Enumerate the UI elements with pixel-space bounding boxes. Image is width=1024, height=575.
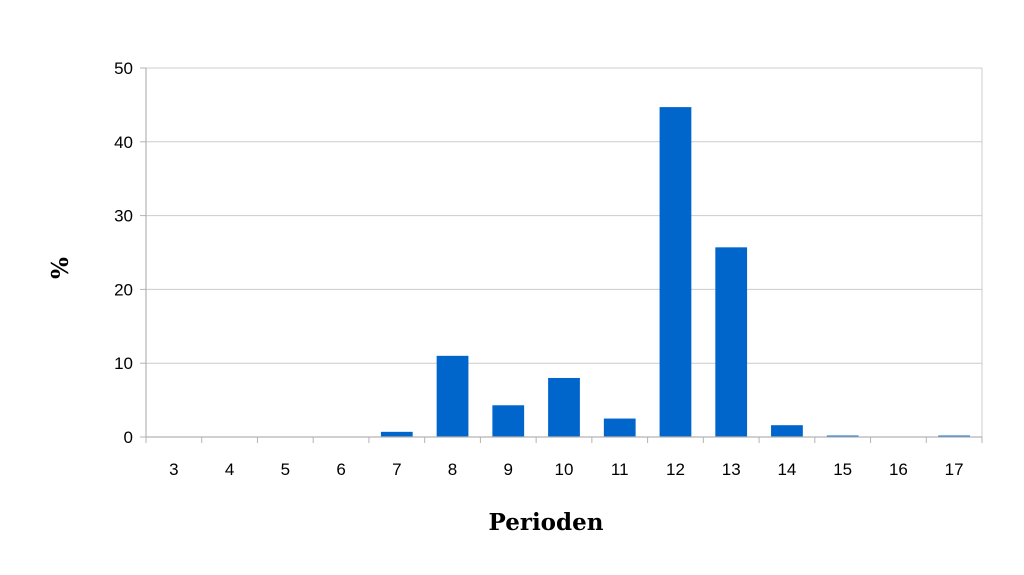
bar-13 <box>715 247 748 437</box>
bar-17 <box>938 435 971 437</box>
grid-lines <box>146 67 983 437</box>
y-tick-label: 10 <box>114 354 133 373</box>
bar-9 <box>492 405 525 437</box>
bar-11 <box>603 418 636 437</box>
x-tick-label: 9 <box>504 460 513 479</box>
x-tick-label: 13 <box>722 460 741 479</box>
x-axis-title: Perioden <box>489 509 604 536</box>
y-tick-label: 20 <box>114 280 133 299</box>
bar-7 <box>380 431 413 437</box>
bar-12 <box>659 107 692 437</box>
bar-15 <box>826 435 859 437</box>
x-tick-label: 17 <box>945 460 964 479</box>
y-tick-label: 40 <box>114 133 133 152</box>
x-tick-label: 14 <box>777 460 796 479</box>
bar-14 <box>771 425 803 437</box>
x-tick-label: 3 <box>169 460 178 479</box>
x-tick-label: 10 <box>555 460 574 479</box>
x-tick-labels: 3 4 5 6 7 8 9 10 11 12 13 14 15 16 17 <box>169 460 963 479</box>
y-tick-label: 50 <box>114 59 133 78</box>
x-tick-label: 7 <box>392 460 401 479</box>
bar-8 <box>436 355 469 437</box>
x-tick-label: 8 <box>448 460 457 479</box>
y-axis-title: % <box>47 257 74 279</box>
y-tick-label: 30 <box>114 207 133 226</box>
x-tick-label: 5 <box>281 460 290 479</box>
y-tick-label: 0 <box>124 428 133 447</box>
axes <box>140 67 983 443</box>
x-tick-label: 12 <box>666 460 685 479</box>
x-tick-label: 4 <box>225 460 234 479</box>
x-tick-label: 15 <box>833 460 852 479</box>
x-tick-label: 11 <box>611 460 629 479</box>
x-tick-label: 16 <box>889 460 908 479</box>
bars <box>380 107 971 437</box>
bar-10 <box>548 377 580 437</box>
x-tick-label: 6 <box>336 460 345 479</box>
y-tick-labels: 0 10 20 30 40 50 <box>114 59 133 447</box>
